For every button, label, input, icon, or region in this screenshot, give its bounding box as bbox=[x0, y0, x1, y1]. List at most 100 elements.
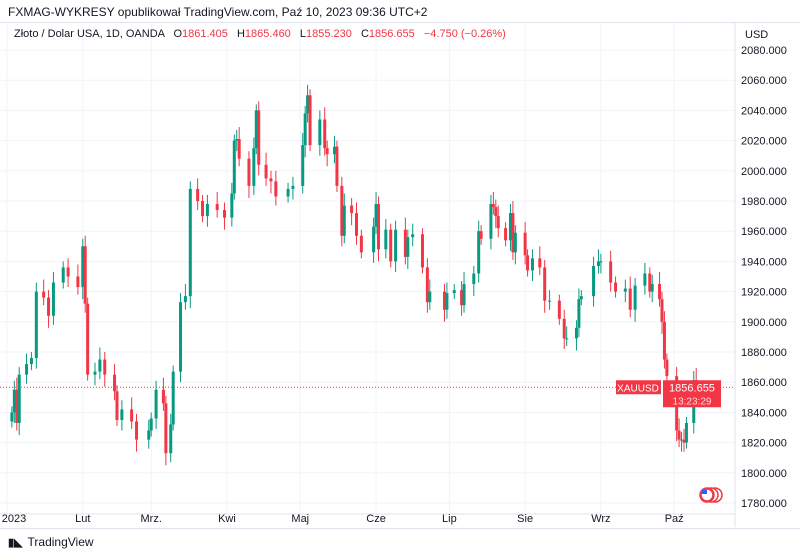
candle-body bbox=[25, 364, 29, 375]
candle-body bbox=[232, 140, 236, 194]
y-tick-label: 1940.000 bbox=[741, 256, 787, 268]
candle-body bbox=[76, 276, 80, 288]
candle-body bbox=[662, 321, 666, 360]
candle-body bbox=[83, 246, 87, 304]
candle-body bbox=[543, 267, 547, 301]
y-tick-label: 1960.000 bbox=[741, 226, 787, 238]
y-tick-label: 2020.000 bbox=[741, 136, 787, 148]
candle-body bbox=[306, 95, 310, 114]
candle-body bbox=[508, 213, 512, 241]
candle-body bbox=[530, 258, 534, 271]
low-value: 1855.230 bbox=[306, 28, 352, 40]
candle-body bbox=[93, 371, 97, 375]
candle-body bbox=[389, 229, 393, 262]
candle-body bbox=[548, 300, 552, 302]
candle-body bbox=[135, 421, 139, 440]
symbol-title: Złoto / Dolar USA, 1D, OANDA bbox=[14, 28, 165, 40]
candle-body bbox=[628, 288, 632, 310]
y-tick-label: 2060.000 bbox=[741, 75, 787, 87]
candle-body bbox=[230, 193, 234, 218]
y-tick-label: 1820.000 bbox=[741, 438, 787, 450]
candle-body bbox=[308, 95, 312, 146]
x-tick-label: Mrz. bbox=[141, 513, 162, 525]
candle-body bbox=[614, 282, 618, 292]
candle-body bbox=[574, 327, 578, 339]
candle-body bbox=[169, 424, 173, 454]
candle-body bbox=[323, 119, 327, 149]
candle-body bbox=[325, 148, 329, 155]
x-tick-label: Kwi bbox=[218, 513, 236, 525]
candle-body bbox=[66, 267, 70, 277]
candle-body bbox=[420, 234, 424, 268]
y-tick-label: 2080.000 bbox=[741, 45, 787, 57]
candle-body bbox=[406, 237, 410, 257]
candle-body bbox=[557, 300, 561, 319]
candle-body bbox=[648, 273, 652, 292]
open-label: O bbox=[173, 28, 183, 40]
candle-body bbox=[86, 303, 90, 375]
candle-body bbox=[599, 261, 603, 263]
candle-body bbox=[592, 265, 596, 297]
candle-body bbox=[120, 409, 124, 420]
candle-body bbox=[633, 285, 637, 310]
candle-body bbox=[34, 291, 38, 359]
countdown-value: 13:23:29 bbox=[673, 396, 712, 407]
x-tick-label: Paź bbox=[665, 513, 684, 525]
candle-body bbox=[565, 338, 569, 340]
candle-body bbox=[98, 359, 102, 372]
candle-body bbox=[677, 430, 681, 440]
candle-body bbox=[286, 188, 290, 197]
candle-body bbox=[269, 178, 273, 182]
last-price-badge bbox=[663, 380, 721, 408]
tradingview-logo-icon: ▮◣ bbox=[8, 536, 23, 549]
x-tick-label: Lut bbox=[75, 513, 90, 525]
candle-body bbox=[223, 210, 227, 218]
candlestick-chart[interactable]: USD 2080.000 2060.000 2040.000 2020.000 2000.… bbox=[0, 22, 800, 527]
y-tick-label: 1980.000 bbox=[741, 196, 787, 208]
candle-body bbox=[596, 261, 600, 266]
candle-body bbox=[562, 318, 566, 339]
candle-body bbox=[196, 188, 200, 201]
candle-body bbox=[658, 284, 662, 300]
candle-body bbox=[103, 359, 107, 375]
candle-body bbox=[42, 291, 46, 298]
currency-label: USD bbox=[745, 29, 768, 41]
candle-body bbox=[254, 110, 258, 149]
candle-body bbox=[318, 119, 322, 146]
candle-body bbox=[504, 228, 508, 241]
candle-body bbox=[81, 246, 85, 288]
candle-body bbox=[51, 282, 55, 316]
x-tick-label: Maj bbox=[291, 513, 309, 525]
candle-body bbox=[154, 389, 158, 419]
candle-body bbox=[147, 430, 151, 440]
high-label: H bbox=[236, 28, 245, 40]
y-tick-label: 1880.000 bbox=[741, 347, 787, 359]
candle-body bbox=[680, 439, 684, 441]
candle-body bbox=[161, 389, 165, 404]
candle-body bbox=[257, 110, 261, 165]
candle-body bbox=[384, 229, 388, 250]
candle-body bbox=[215, 204, 219, 211]
candle-body bbox=[164, 403, 168, 454]
candle-body bbox=[494, 207, 498, 217]
candle-body bbox=[684, 422, 688, 443]
candle-body bbox=[10, 412, 14, 422]
candle-body bbox=[274, 181, 278, 197]
candle-body bbox=[660, 299, 664, 322]
candle-body bbox=[452, 290, 456, 294]
candle-body bbox=[609, 261, 613, 283]
y-tick-label: 1900.000 bbox=[741, 317, 787, 329]
candle-body bbox=[445, 293, 449, 310]
y-tick-label: 2000.000 bbox=[741, 166, 787, 178]
candle-body bbox=[342, 205, 346, 236]
candle-body bbox=[682, 439, 686, 443]
candle-body bbox=[235, 139, 239, 141]
candle-body bbox=[205, 204, 209, 217]
last-price-value: 1856.655 bbox=[669, 382, 715, 394]
candle-body bbox=[354, 213, 358, 236]
candle-body bbox=[179, 302, 183, 372]
published-by-text: FXMAG-WYKRESY opublikował TradingView.co… bbox=[8, 5, 428, 19]
y-tick-label: 1780.000 bbox=[741, 498, 787, 510]
candle-body bbox=[477, 231, 481, 274]
candle-body bbox=[460, 290, 464, 306]
